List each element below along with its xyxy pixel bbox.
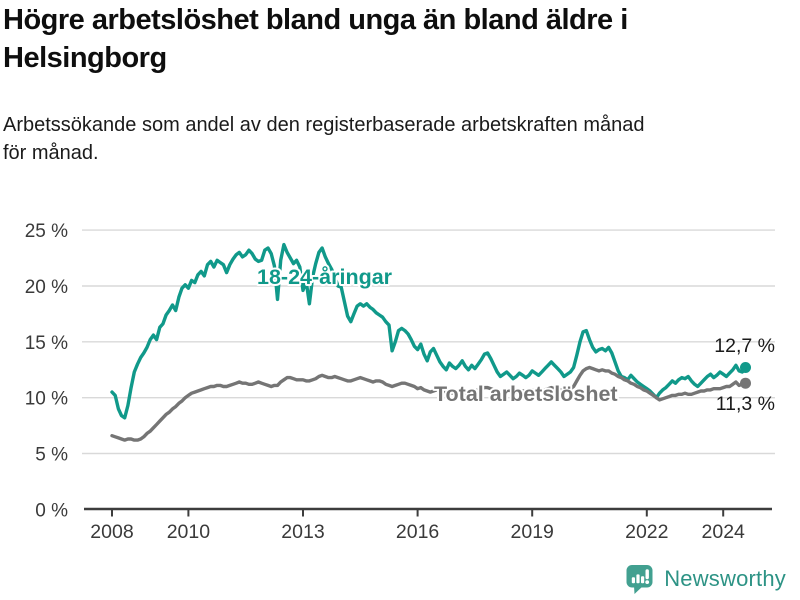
x-tick-label: 2008 bbox=[90, 521, 133, 543]
series-line-youth bbox=[110, 242, 748, 420]
series-inline-label: 18-24-åringar bbox=[257, 265, 393, 289]
brand-name: Newsworthy bbox=[664, 566, 786, 591]
x-tick-label: 2019 bbox=[511, 521, 554, 543]
x-tick-label: 2022 bbox=[625, 521, 668, 543]
end-value-label: 11,3 % bbox=[716, 393, 775, 415]
brand-footer: Newsworthy bbox=[625, 563, 786, 595]
y-tick-label: 25 % bbox=[25, 221, 68, 242]
y-tick-label: 0 % bbox=[35, 500, 68, 521]
newsworthy-logo-icon bbox=[626, 565, 653, 594]
x-tick-label: 2024 bbox=[702, 521, 746, 543]
page-title: Högre arbetslöshet bland unga än bland ä… bbox=[3, 4, 628, 74]
y-tick-label: 15 % bbox=[25, 333, 68, 354]
x-tick-label: 2013 bbox=[281, 521, 324, 543]
series-line-total bbox=[110, 365, 748, 442]
series-inline-label: Total arbetslöshet bbox=[434, 382, 618, 406]
y-tick-label: 20 % bbox=[25, 277, 68, 298]
series-end-dot bbox=[740, 377, 751, 389]
x-tick-label: 2010 bbox=[167, 521, 211, 543]
x-tick-label: 2016 bbox=[396, 521, 439, 543]
series-end-dot bbox=[740, 362, 751, 373]
y-tick-label: 5 % bbox=[35, 445, 68, 466]
y-tick-label: 10 % bbox=[25, 389, 68, 410]
end-value-label: 12,7 % bbox=[714, 335, 775, 357]
chart-subtitle: Arbetssökande som andel av den registerb… bbox=[3, 114, 645, 164]
